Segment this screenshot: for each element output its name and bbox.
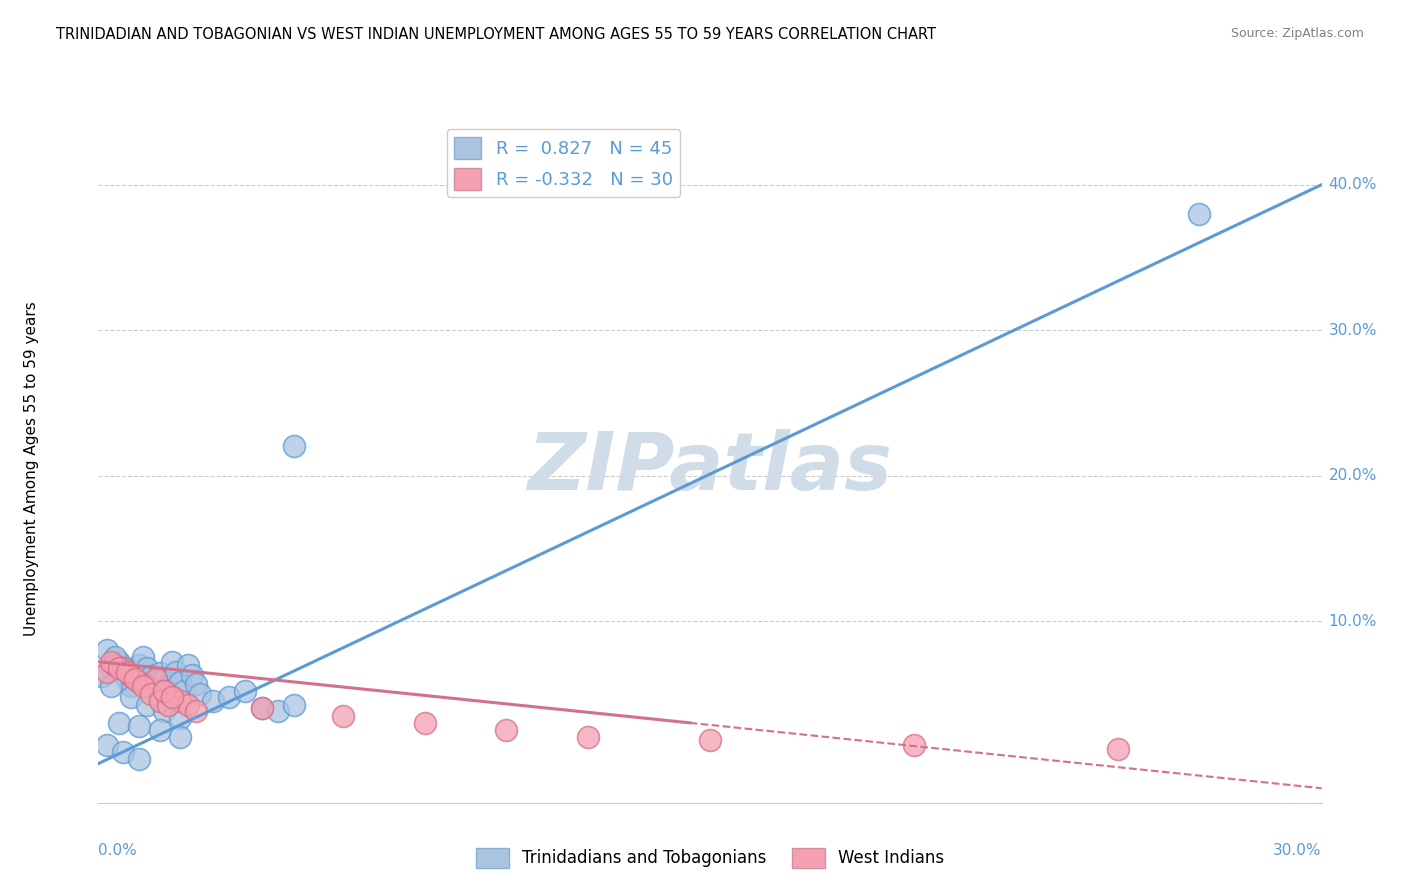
Point — [903, 738, 925, 752]
Point — [111, 745, 134, 759]
Point — [149, 666, 172, 681]
Point — [124, 672, 146, 686]
Point — [495, 723, 517, 737]
Text: 20.0%: 20.0% — [1329, 468, 1376, 483]
Text: 10.0%: 10.0% — [1329, 614, 1376, 629]
Point — [283, 698, 305, 713]
Text: Source: ZipAtlas.com: Source: ZipAtlas.com — [1230, 27, 1364, 40]
Point — [181, 668, 204, 682]
Point — [104, 657, 127, 672]
Point — [108, 655, 131, 669]
Point — [136, 698, 159, 713]
Point — [136, 660, 159, 674]
Point — [283, 440, 305, 454]
Point — [152, 704, 174, 718]
Point — [120, 680, 142, 694]
Point — [250, 701, 273, 715]
Point — [115, 665, 138, 679]
Text: 30.0%: 30.0% — [1274, 843, 1322, 858]
Point — [169, 675, 191, 690]
Point — [156, 680, 179, 694]
Point — [177, 698, 200, 713]
Point — [218, 690, 240, 704]
Point — [149, 723, 172, 737]
Point — [111, 660, 134, 674]
Point — [413, 715, 436, 730]
Point — [145, 672, 167, 686]
Point — [233, 683, 256, 698]
Point — [108, 715, 131, 730]
Point — [108, 660, 131, 674]
Point — [128, 675, 150, 690]
Point — [576, 731, 599, 745]
Point — [100, 655, 122, 669]
Point — [160, 690, 183, 704]
Point — [128, 657, 150, 672]
Point — [156, 698, 179, 713]
Point — [128, 752, 150, 766]
Point — [120, 690, 142, 704]
Point — [160, 655, 183, 669]
Text: Unemployment Among Ages 55 to 59 years: Unemployment Among Ages 55 to 59 years — [24, 301, 38, 636]
Point — [145, 675, 167, 690]
Text: ZIPatlas: ZIPatlas — [527, 429, 893, 508]
Text: 30.0%: 30.0% — [1329, 323, 1376, 338]
Point — [169, 711, 191, 725]
Point — [1107, 742, 1129, 756]
Point — [120, 669, 142, 683]
Point — [169, 731, 191, 745]
Point — [128, 719, 150, 733]
Point — [100, 680, 122, 694]
Point — [177, 657, 200, 672]
Point — [186, 704, 208, 718]
Point — [141, 669, 163, 683]
Point — [267, 704, 290, 718]
Point — [250, 701, 273, 715]
Text: 0.0%: 0.0% — [98, 843, 138, 858]
Point — [132, 650, 155, 665]
Point — [173, 683, 195, 698]
Point — [152, 672, 174, 686]
Point — [169, 694, 191, 708]
Point — [111, 660, 134, 674]
Point — [188, 687, 212, 701]
Point — [132, 680, 155, 694]
Point — [96, 643, 118, 657]
Text: TRINIDADIAN AND TOBAGONIAN VS WEST INDIAN UNEMPLOYMENT AMONG AGES 55 TO 59 YEARS: TRINIDADIAN AND TOBAGONIAN VS WEST INDIA… — [56, 27, 936, 42]
Point — [100, 660, 122, 674]
Point — [91, 669, 114, 683]
Point — [152, 683, 174, 698]
Point — [165, 665, 187, 679]
Point — [699, 733, 721, 747]
Point — [96, 665, 118, 679]
Point — [115, 672, 138, 686]
Point — [124, 665, 146, 679]
Point — [186, 676, 208, 690]
Point — [160, 690, 183, 704]
Text: 40.0%: 40.0% — [1329, 178, 1376, 192]
Point — [96, 738, 118, 752]
Point — [136, 680, 159, 694]
Legend: Trinidadians and Tobagonians, West Indians: Trinidadians and Tobagonians, West India… — [470, 841, 950, 875]
Point — [104, 650, 127, 665]
Point — [201, 694, 224, 708]
Point — [152, 683, 174, 698]
Point — [149, 694, 172, 708]
Point — [141, 687, 163, 701]
Point — [1188, 207, 1211, 221]
Point — [332, 708, 354, 723]
